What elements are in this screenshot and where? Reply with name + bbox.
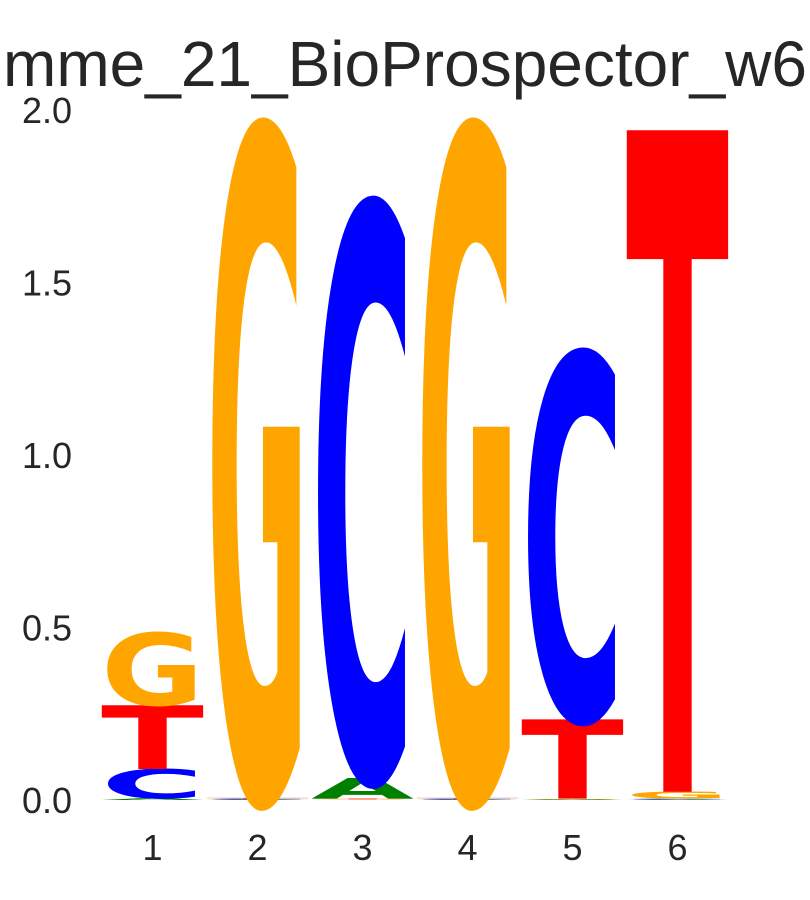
y-tick-label: 0.5 [22,608,72,649]
logo-letter-g: G [101,613,204,729]
logo-letter-g: G [206,0,309,900]
logo-letter-t: T [626,0,730,900]
logo-letter-g: G [416,0,519,900]
logo-letter-c: C [521,255,624,838]
y-axis: 0.0 0.5 1.0 1.5 2.0 [22,90,72,821]
y-tick-label: 2.0 [22,90,72,131]
y-tick-label: 0.0 [22,780,72,821]
logo-letter-c: C [311,50,414,900]
y-tick-label: 1.5 [22,263,72,304]
x-tick-label: 1 [142,827,162,868]
y-tick-label: 1.0 [22,435,72,476]
